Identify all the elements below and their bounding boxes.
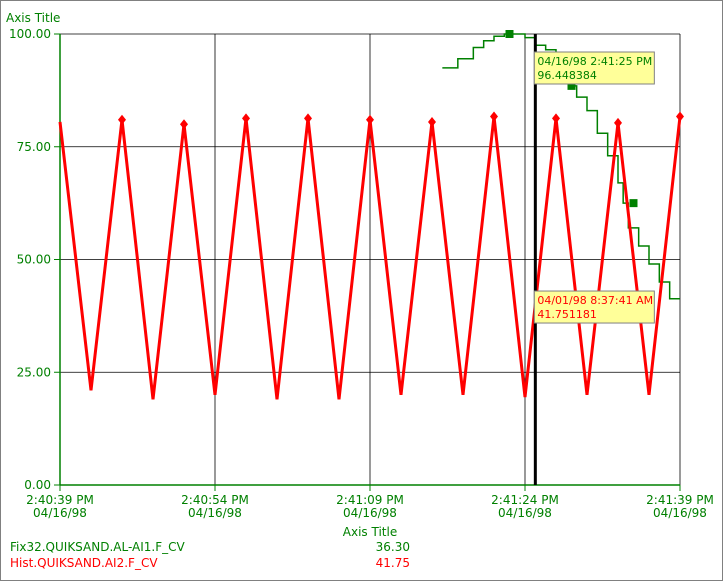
legend-item-series-2[interactable]: Hist.QUIKSAND.AI2.F_CV 41.75 [10, 556, 410, 572]
y-tick-label-0: 100.00 [9, 27, 51, 41]
y-tick-label-2: 50.00 [17, 253, 51, 267]
legend-series-2-value: 41.75 [375, 556, 410, 570]
legend-series-1-value: 36.30 [375, 540, 410, 554]
series-lines [58, 30, 684, 400]
series-1-marker-0 [505, 30, 514, 38]
series-1-marker-2 [629, 199, 638, 208]
y-axis-title: Axis Title [6, 11, 60, 25]
x-tick-time-4: 2:41:39 PM [646, 493, 714, 507]
tooltip-2-line2: 41.751181 [537, 308, 597, 321]
series-2-marker-3 [304, 113, 312, 124]
series-2-marker-7 [552, 113, 560, 124]
series-2-marker-1 [180, 119, 188, 130]
series-2-marker-9 [676, 111, 684, 122]
x-axis-title: Axis Title [343, 525, 397, 539]
series-2-marker-2 [242, 113, 250, 124]
x-tick-date-4: 04/16/98 [653, 506, 707, 520]
x-tick-time-1: 2:40:54 PM [181, 493, 249, 507]
x-tick-time-3: 2:41:24 PM [491, 493, 559, 507]
x-tick-date-3: 04/16/98 [498, 506, 552, 520]
series-2-marker-5 [428, 116, 436, 127]
series-2-marker-0 [118, 114, 126, 125]
x-tick-time-2: 2:41:09 PM [336, 493, 404, 507]
legend-item-series-1[interactable]: Fix32.QUIKSAND.AL-AI1.F_CV 36.30 [10, 540, 410, 556]
y-tick-label-1: 75.00 [17, 140, 51, 154]
series-2-marker-8 [614, 117, 622, 128]
y-tick-label-4: 0.00 [24, 478, 51, 492]
series-2-marker-6 [490, 111, 498, 122]
tooltip-1-box [533, 51, 655, 85]
legend-series-1-name: Fix32.QUIKSAND.AL-AI1.F_CV [10, 540, 185, 554]
x-tick-date-0: 04/16/98 [33, 506, 87, 520]
tooltip-2-line1: 04/01/98 8:37:41 AM [537, 294, 653, 307]
series-1-marker-1 [567, 81, 576, 90]
y-tick-label-3: 25.00 [17, 365, 51, 379]
tooltip-2-box [533, 290, 655, 324]
x-tick-date-1: 04/16/98 [188, 506, 242, 520]
tooltip-1-line1: 04/16/98 2:41:25 PM [537, 55, 652, 68]
tooltip-1-line2: 96.448384 [537, 69, 597, 82]
legend-series-2-name: Hist.QUIKSAND.AI2.F_CV [10, 556, 158, 570]
series-2-marker-4 [366, 114, 374, 125]
x-tick-time-0: 2:40:39 PM [26, 493, 94, 507]
x-tick-date-2: 04/16/98 [343, 506, 397, 520]
y-axis: 100.00 75.00 50.00 25.00 0.00 [9, 27, 61, 492]
